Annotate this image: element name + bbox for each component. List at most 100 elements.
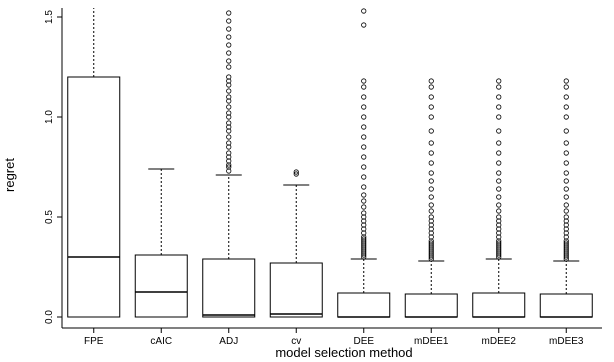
outlier-point (226, 74, 232, 80)
outlier-point (428, 202, 434, 208)
y-tick-label: 0.0 (44, 310, 55, 324)
outlier-point (563, 240, 569, 246)
y-tick-label: 1.0 (44, 110, 55, 124)
outlier-point (428, 150, 434, 156)
outlier-point (361, 84, 367, 90)
outlier-point (496, 186, 502, 192)
outlier-point (361, 144, 367, 150)
box-dee (337, 8, 391, 318)
outlier-point (563, 128, 569, 134)
outlier-point (563, 214, 569, 220)
outlier-point (563, 160, 569, 166)
box-cv (269, 169, 323, 318)
outlier-point (226, 10, 232, 16)
outlier-point (361, 114, 367, 120)
outlier-point (226, 164, 232, 170)
outlier-point (226, 140, 232, 146)
iqr-box (269, 262, 323, 318)
outlier-point (226, 94, 232, 100)
outlier-point (428, 256, 434, 262)
outlier-point (428, 178, 434, 184)
outlier-point (293, 169, 299, 175)
outlier-point (428, 208, 434, 214)
x-tick-label: ADJ (219, 336, 238, 347)
outlier-point (563, 94, 569, 100)
outlier-point (496, 150, 502, 156)
y-axis: 0.0 0.5 1.0 1.5 (44, 10, 62, 324)
x-tick-label: DEE (353, 336, 374, 347)
outlier-point (496, 240, 502, 246)
box-caic (134, 168, 188, 318)
outlier-point (428, 94, 434, 100)
outlier-point (428, 240, 434, 246)
outlier-point (496, 208, 502, 214)
iqr-box (67, 76, 121, 318)
outlier-point (563, 208, 569, 214)
outlier-point (361, 22, 367, 28)
outlier-point (563, 140, 569, 146)
outlier-point (563, 170, 569, 176)
iqr-box (472, 292, 526, 318)
box-mdee2 (472, 78, 526, 318)
y-axis-title: regret (2, 158, 17, 192)
outlier-point (226, 58, 232, 64)
boxplot-series (67, 8, 593, 318)
outlier-point (428, 114, 434, 120)
outlier-point (496, 84, 502, 90)
x-tick-label: FPE (84, 336, 104, 347)
outlier-point (226, 150, 232, 156)
iqr-box (202, 258, 256, 318)
outlier-point (361, 134, 367, 140)
x-tick-label: cAIC (150, 336, 172, 347)
box-mdee3 (539, 78, 593, 318)
outlier-point (226, 18, 232, 24)
x-tick-label: mDEE1 (414, 336, 449, 347)
x-axis-title: model selection method (275, 345, 412, 360)
outlier-point (563, 178, 569, 184)
outlier-point (226, 104, 232, 110)
outlier-point (428, 104, 434, 110)
box-fpe (67, 8, 121, 318)
outlier-point (496, 128, 502, 134)
outlier-point (496, 114, 502, 120)
outlier-point (428, 84, 434, 90)
outlier-point (428, 194, 434, 200)
outlier-point (361, 184, 367, 190)
outlier-point (563, 84, 569, 90)
iqr-box (337, 292, 391, 318)
outlier-point (428, 78, 434, 84)
outlier-point (563, 256, 569, 262)
outlier-point (226, 34, 232, 40)
outlier-point (226, 110, 232, 116)
outlier-point (563, 104, 569, 110)
iqr-box (404, 293, 458, 318)
outlier-point (226, 50, 232, 56)
outlier-point (563, 202, 569, 208)
outlier-point (361, 104, 367, 110)
y-tick-label: 1.5 (44, 10, 55, 24)
outlier-point (563, 150, 569, 156)
y-tick-label: 0.5 (44, 210, 55, 224)
outlier-point (563, 194, 569, 200)
outlier-point (361, 124, 367, 130)
plot-frame (61, 8, 602, 329)
outlier-point (496, 214, 502, 220)
outlier-point (226, 42, 232, 48)
x-axis: FPE cAIC ADJ cv DEE mDEE1 mDEE2 mDEE3 (84, 328, 584, 347)
outlier-point (496, 178, 502, 184)
outlier-point (361, 154, 367, 160)
x-tick-label: mDEE2 (482, 336, 517, 347)
outlier-point (361, 94, 367, 100)
outlier-point (428, 186, 434, 192)
outlier-point (496, 170, 502, 176)
outlier-point (496, 94, 502, 100)
outlier-point (563, 114, 569, 120)
outlier-point (428, 140, 434, 146)
box-adj (202, 10, 256, 318)
outlier-point (226, 120, 232, 126)
outlier-point (361, 210, 367, 216)
outlier-point (226, 88, 232, 94)
outlier-point (361, 174, 367, 180)
outlier-point (361, 204, 367, 210)
